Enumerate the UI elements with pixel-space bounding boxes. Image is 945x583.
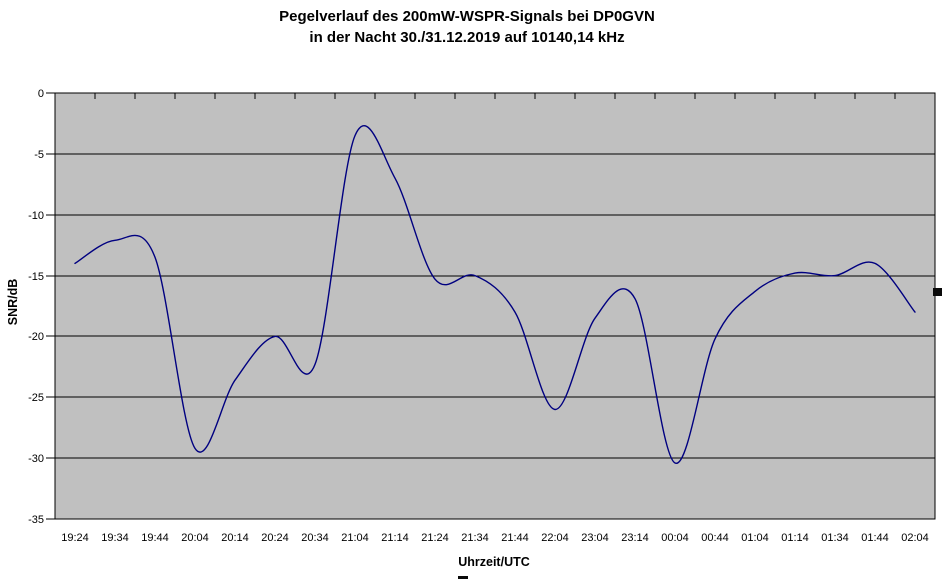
x-tick-label: 20:04 (181, 532, 209, 544)
y-axis-title: SNR/dB (6, 279, 20, 326)
snr-series-line (74, 125, 916, 464)
x-tick-label: 02:04 (901, 532, 929, 544)
x-tick-label: 01:44 (861, 532, 889, 544)
x-tick-label: 22:04 (541, 532, 569, 544)
x-tick-label: 23:04 (581, 532, 609, 544)
x-tick-label: 20:34 (301, 532, 329, 544)
x-tick-label: 00:04 (661, 532, 689, 544)
y-tick-label: -5 (34, 149, 44, 161)
y-tick-label: -25 (28, 392, 44, 404)
plot-area: 0 -5 -10 -15 -20 -25 -30 -35 19:24 19:34 19:44 20:0… (28, 88, 936, 544)
x-tick-label: 19:34 (101, 532, 129, 544)
x-tick-label: 19:44 (141, 532, 169, 544)
legend-fragment-dash (458, 576, 468, 579)
x-tick-label: 20:24 (261, 532, 289, 544)
chart-title-line1: Pegelverlauf des 200mW-WSPR-Signals bei … (279, 8, 655, 25)
y-tick-label: -15 (28, 271, 44, 283)
x-tick-label: 01:14 (781, 532, 809, 544)
legend-marker-square (933, 288, 942, 296)
y-tick-label: -20 (28, 331, 44, 343)
x-tick-label: 01:04 (741, 532, 769, 544)
x-tick-label: 20:14 (221, 532, 249, 544)
chart-title: Pegelverlauf des 200mW-WSPR-Signals bei … (0, 6, 934, 48)
x-tick-label: 21:44 (501, 532, 529, 544)
y-tick-label: -35 (28, 514, 44, 526)
x-tick-label: 19:24 (61, 532, 89, 544)
y-tick-label: -30 (28, 453, 44, 465)
y-tick-label: 0 (38, 88, 44, 100)
x-tick-label: 21:24 (421, 532, 449, 544)
y-tick-label: -10 (28, 210, 44, 222)
x-tick-label: 21:34 (461, 532, 489, 544)
x-tick-label: 23:14 (621, 532, 649, 544)
chart-title-line2: in der Nacht 30./31.12.2019 auf 10140,14… (309, 29, 625, 46)
x-tick-label: 21:14 (381, 532, 409, 544)
x-tick-label: 21:04 (341, 532, 369, 544)
plot-background (55, 93, 935, 519)
x-tick-label: 01:34 (821, 532, 849, 544)
x-tick-label: 00:44 (701, 532, 729, 544)
x-axis-title: Uhrzeit/UTC (458, 555, 530, 569)
